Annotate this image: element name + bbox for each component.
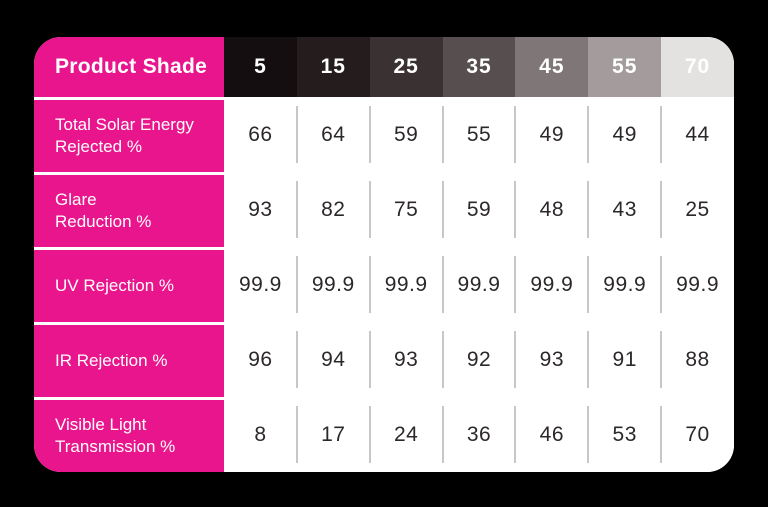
value-text: 64 xyxy=(321,122,346,146)
value-cell: 82 xyxy=(295,172,370,247)
value-text: 88 xyxy=(685,347,710,371)
value-text: 99.9 xyxy=(238,272,282,296)
row-label-text: IR Rejection % xyxy=(55,350,168,370)
value-cell: 44 xyxy=(660,97,734,172)
header-shade-15: 15 xyxy=(296,37,370,97)
value-cell: 94 xyxy=(295,322,370,397)
value-text: 43 xyxy=(612,197,637,221)
value-cell: 93 xyxy=(368,322,443,397)
shade-70-label: 70 xyxy=(684,55,711,78)
value-cell: 49 xyxy=(587,97,662,172)
value-text: 48 xyxy=(539,197,565,221)
value-text: 49 xyxy=(539,122,565,146)
value-cell: 70 xyxy=(660,397,734,472)
header-shade-45: 45 xyxy=(515,37,589,97)
row-label-glare-reduction: Glare Reduction % xyxy=(34,172,224,247)
value-text: 99.9 xyxy=(530,272,574,296)
value-cell: 8 xyxy=(224,397,297,472)
header-shade-25: 25 xyxy=(369,37,443,97)
value-text: 75 xyxy=(393,197,419,221)
value-cell: 99.9 xyxy=(441,247,516,322)
value-cell: 75 xyxy=(368,172,443,247)
value-cell: 25 xyxy=(660,172,734,247)
value-text: 46 xyxy=(539,422,565,446)
value-cell: 99.9 xyxy=(224,247,297,322)
value-text: 24 xyxy=(393,422,419,446)
value-text: 96 xyxy=(248,347,273,371)
value-cell: 66 xyxy=(224,97,297,172)
row-label-ir-rejection: IR Rejection % xyxy=(34,322,224,397)
value-text: 82 xyxy=(321,197,346,221)
value-cell: 92 xyxy=(441,322,516,397)
product-shade-table: Product Shade 5 15 25 35 45 55 70 Total … xyxy=(34,37,734,472)
value-text: 93 xyxy=(393,347,419,371)
row-label-text: UV Rejection % xyxy=(55,275,175,295)
row-label-text: Visible Light Transmission % xyxy=(55,414,176,456)
value-cell: 53 xyxy=(587,397,662,472)
value-text: 99.9 xyxy=(457,272,501,296)
row-label-visible-light-transmission: Visible Light Transmission % xyxy=(34,397,224,472)
value-cell: 55 xyxy=(441,97,516,172)
value-cell: 99.9 xyxy=(660,247,734,322)
value-text: 92 xyxy=(466,347,492,371)
row-label-text: Glare Reduction % xyxy=(55,189,152,231)
value-cell: 48 xyxy=(514,172,589,247)
value-cell: 99.9 xyxy=(295,247,370,322)
header-shade-70: 70 xyxy=(661,37,734,97)
value-text: 55 xyxy=(466,122,492,146)
value-text: 25 xyxy=(685,197,710,221)
value-cell: 93 xyxy=(514,322,589,397)
value-text: 36 xyxy=(466,422,492,446)
shade-25-label: 25 xyxy=(393,55,419,78)
value-cell: 46 xyxy=(514,397,589,472)
value-text: 49 xyxy=(612,122,637,146)
value-cell: 59 xyxy=(368,97,443,172)
row-label-text: Total Solar Energy Rejected % xyxy=(55,114,194,156)
value-cell: 36 xyxy=(441,397,516,472)
value-cell: 88 xyxy=(660,322,734,397)
value-text: 44 xyxy=(685,122,710,146)
row-label-total-solar-energy-rejected: Total Solar Energy Rejected % xyxy=(34,97,224,172)
value-text: 91 xyxy=(612,347,637,371)
value-cell: 43 xyxy=(587,172,662,247)
value-cell: 24 xyxy=(368,397,443,472)
value-cell: 99.9 xyxy=(368,247,443,322)
value-text: 93 xyxy=(539,347,565,371)
value-text: 99.9 xyxy=(676,272,719,296)
shade-5-label: 5 xyxy=(254,55,267,78)
value-text: 93 xyxy=(248,197,273,221)
value-text: 8 xyxy=(254,422,267,446)
row-label-uv-rejection: UV Rejection % xyxy=(34,247,224,322)
shade-35-label: 35 xyxy=(466,55,492,78)
value-text: 53 xyxy=(612,422,637,446)
value-text: 17 xyxy=(321,422,346,446)
header-product-shade-label: Product Shade xyxy=(55,55,208,78)
header-product-shade: Product Shade xyxy=(34,37,224,97)
value-text: 59 xyxy=(466,197,492,221)
value-text: 99.9 xyxy=(384,272,428,296)
value-cell: 49 xyxy=(514,97,589,172)
value-cell: 17 xyxy=(295,397,370,472)
header-shade-5: 5 xyxy=(224,37,297,97)
value-cell: 91 xyxy=(587,322,662,397)
value-cell: 96 xyxy=(224,322,297,397)
value-cell: 99.9 xyxy=(587,247,662,322)
value-text: 94 xyxy=(321,347,346,371)
value-cell: 93 xyxy=(224,172,297,247)
value-text: 99.9 xyxy=(311,272,355,296)
value-text: 59 xyxy=(393,122,419,146)
value-text: 70 xyxy=(685,422,710,446)
value-text: 99.9 xyxy=(603,272,647,296)
header-shade-35: 35 xyxy=(442,37,516,97)
header-shade-55: 55 xyxy=(588,37,662,97)
value-text: 66 xyxy=(248,122,273,146)
value-cell: 64 xyxy=(295,97,370,172)
value-cell: 99.9 xyxy=(514,247,589,322)
shade-45-label: 45 xyxy=(539,55,565,78)
value-cell: 59 xyxy=(441,172,516,247)
shade-15-label: 15 xyxy=(320,55,346,78)
shade-55-label: 55 xyxy=(612,55,638,78)
